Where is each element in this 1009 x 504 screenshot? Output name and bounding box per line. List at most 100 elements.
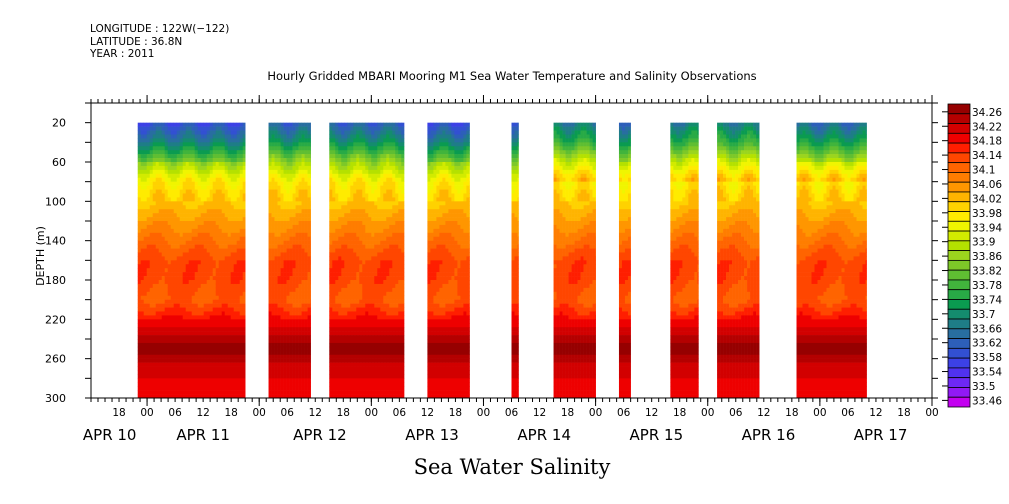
contour-cell xyxy=(233,232,238,238)
contour-cell xyxy=(304,228,308,234)
contour-cell xyxy=(149,189,154,194)
contour-cell xyxy=(292,134,296,139)
contour-cell xyxy=(329,390,333,395)
contour-cell xyxy=(365,295,369,300)
contour-cell xyxy=(215,256,220,261)
contour-cell xyxy=(304,217,308,222)
contour-cell xyxy=(224,287,229,293)
contour-cell xyxy=(307,185,311,190)
contour-cell xyxy=(182,394,187,399)
contour-cell xyxy=(200,276,205,281)
contour-cell xyxy=(194,248,199,253)
contour-cell xyxy=(230,252,235,257)
contour-cell xyxy=(215,221,220,226)
contour-cell xyxy=(203,319,208,324)
contour-cell xyxy=(236,146,241,151)
contour-cell xyxy=(377,366,381,371)
contour-cell xyxy=(350,283,354,289)
contour-cell xyxy=(155,158,160,163)
contour-cell xyxy=(301,165,305,171)
contour-cell xyxy=(224,169,229,175)
contour-cell xyxy=(295,331,299,336)
contour-cell xyxy=(173,217,178,222)
contour-cell xyxy=(307,394,311,399)
contour-cell xyxy=(292,315,296,320)
contour-cell xyxy=(292,248,296,253)
contour-cell xyxy=(182,283,187,289)
contour-cell xyxy=(218,346,223,352)
contour-cell xyxy=(152,280,157,285)
contour-cell xyxy=(277,209,281,214)
contour-cell xyxy=(329,165,333,171)
contour-cell xyxy=(194,209,199,214)
contour-cell xyxy=(239,169,244,175)
contour-cell xyxy=(152,244,157,249)
contour-cell xyxy=(167,362,172,367)
contour-cell xyxy=(143,122,148,127)
contour-cell xyxy=(295,185,299,190)
contour-cell xyxy=(137,240,142,245)
contour-cell xyxy=(362,299,366,304)
contour-cell xyxy=(371,256,375,261)
contour-cell xyxy=(338,335,342,340)
contour-cell xyxy=(209,213,214,218)
contour-cell xyxy=(227,173,232,179)
contour-cell xyxy=(149,362,154,367)
contour-cell xyxy=(280,205,284,210)
contour-cell xyxy=(338,327,342,332)
contour-cell xyxy=(289,283,293,289)
contour-cell xyxy=(137,228,142,234)
contour-cell xyxy=(158,260,163,265)
contour-cell xyxy=(161,209,166,214)
contour-cell xyxy=(182,390,187,395)
contour-cell xyxy=(362,244,366,249)
contour-cell xyxy=(209,280,214,285)
contour-cell xyxy=(295,189,299,194)
contour-cell xyxy=(335,165,339,171)
contour-cell xyxy=(164,311,169,316)
contour-cell xyxy=(179,134,184,139)
contour-cell xyxy=(271,213,275,218)
contour-cell xyxy=(341,366,345,371)
contour-cell xyxy=(350,394,354,399)
contour-cell xyxy=(347,378,351,383)
contour-cell xyxy=(185,213,190,218)
contour-cell xyxy=(329,295,333,300)
contour-cell xyxy=(167,335,172,340)
contour-cell xyxy=(274,283,278,289)
contour-cell xyxy=(197,197,202,202)
contour-cell xyxy=(271,189,275,194)
contour-cell xyxy=(200,165,205,171)
contour-cell xyxy=(212,252,217,257)
contour-cell xyxy=(295,154,299,159)
contour-cell xyxy=(371,158,375,163)
contour-cell xyxy=(188,358,193,363)
contour-cell xyxy=(152,295,157,300)
contour-cell xyxy=(179,173,184,179)
contour-cell xyxy=(274,181,278,186)
contour-cell xyxy=(155,307,160,312)
contour-cell xyxy=(332,154,336,159)
contour-cell xyxy=(194,177,199,182)
contour-cell xyxy=(185,130,190,135)
contour-cell xyxy=(224,295,229,300)
contour-cell xyxy=(185,331,190,336)
contour-cell xyxy=(301,283,305,289)
contour-cell xyxy=(221,248,226,253)
contour-cell xyxy=(268,287,272,293)
contour-cell xyxy=(158,291,163,297)
contour-cell xyxy=(182,327,187,332)
contour-cell xyxy=(386,346,390,352)
contour-cell xyxy=(167,268,172,273)
contour-cell xyxy=(164,299,169,304)
contour-cell xyxy=(188,126,193,131)
contour-cell xyxy=(194,272,199,277)
contour-cell xyxy=(274,158,278,163)
contour-cell xyxy=(164,221,169,226)
contour-cell xyxy=(356,173,360,179)
contour-cell xyxy=(233,287,238,293)
contour-cell xyxy=(374,205,378,210)
contour-cell xyxy=(344,342,348,348)
contour-cell xyxy=(191,232,196,238)
contour-cell xyxy=(301,315,305,320)
